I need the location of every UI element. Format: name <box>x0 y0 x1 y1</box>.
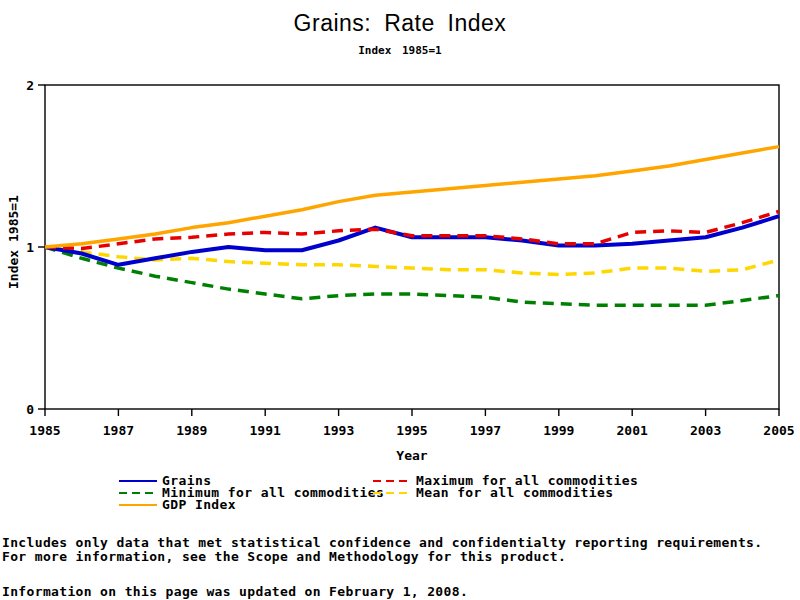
legend-label-mean: Mean for all commodities <box>416 485 613 500</box>
x-tick-label: 1991 <box>250 423 281 438</box>
series-line-gdp-index <box>45 147 779 247</box>
legend-swatch-grains-line <box>118 477 158 485</box>
x-tick-label: 1995 <box>396 423 427 438</box>
y-tick-label: 2 <box>26 78 34 93</box>
update-notice: Information on this page was updated on … <box>2 584 468 599</box>
legend-swatch-maximum-line <box>372 477 412 485</box>
legend-swatch-gdp-line <box>118 501 158 509</box>
series-line-minimum-for-all-commodities <box>45 247 779 305</box>
legend-swatch-minimum-line <box>118 489 158 497</box>
x-tick-label: 1985 <box>29 423 60 438</box>
plot-area: 1985 1987 1989 1991 1993 1995 1997 1999 2001 2003… <box>0 0 800 470</box>
x-tick-label: 2001 <box>617 423 648 438</box>
x-axis-title: Year <box>362 448 462 463</box>
footnote-line-1: Includes only data that met statistical … <box>2 535 762 550</box>
x-tick-label: 2005 <box>763 423 794 438</box>
x-tick-label: 1989 <box>176 423 207 438</box>
y-tick-label: 1 <box>26 240 34 255</box>
series-line-maximum-for-all-commodities <box>45 211 779 248</box>
x-tick-label: 1997 <box>470 423 501 438</box>
plot-frame <box>45 85 779 409</box>
x-tick-label: 1987 <box>103 423 134 438</box>
legend-swatch-mean-line <box>372 489 412 497</box>
x-tick-label: 1993 <box>323 423 354 438</box>
y-axis-title: Index 1985=1 <box>6 162 22 322</box>
series-line-mean-for-all-commodities <box>45 247 779 275</box>
legend-label-gdp: GDP Index <box>162 497 236 512</box>
y-tick-label: 0 <box>26 402 34 417</box>
footnote-line-2: For more information, see the Scope and … <box>2 549 566 564</box>
x-tick-label: 2003 <box>690 423 721 438</box>
x-tick-label: 1999 <box>543 423 574 438</box>
